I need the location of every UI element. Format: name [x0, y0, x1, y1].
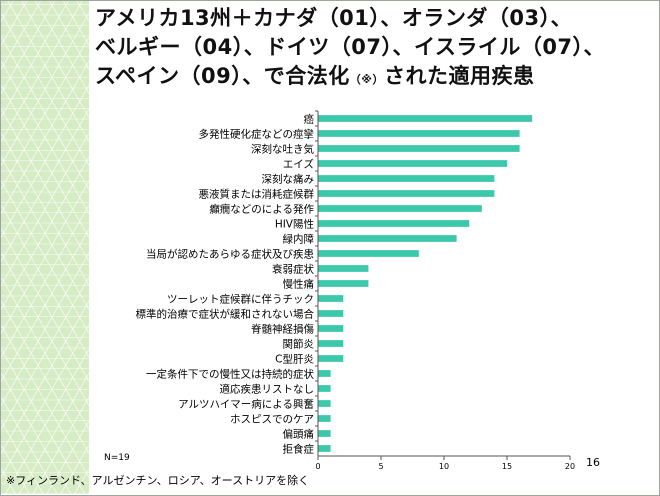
category-label-0: 癌 [304, 113, 315, 126]
bar-7 [318, 220, 470, 227]
category-label-1: 多発性硬化症などの痙攣 [199, 128, 315, 141]
category-label-13: 標準的治療で症状が緩和されない場合 [136, 308, 315, 321]
bar-16 [318, 355, 344, 362]
bar-11 [318, 280, 369, 287]
bar-17 [318, 370, 331, 377]
bar-2 [318, 145, 520, 152]
category-label-6: 癲癇などのによる発作 [209, 203, 314, 216]
x-tick-label-3: 15 [502, 462, 512, 471]
category-label-12: ツーレット症候群に伴うチック [167, 293, 314, 306]
category-label-21: 偏頭痛 [283, 428, 315, 441]
bar-9 [318, 250, 419, 257]
x-tick-label-0: 0 [315, 462, 320, 471]
page-number: 16 [586, 456, 600, 469]
bar-3 [318, 160, 507, 167]
title-line-2: ベルギー（04）、ドイツ（07）、イスライル（07）、 [95, 35, 606, 59]
bar-21 [318, 430, 331, 437]
slide-title: アメリカ13州＋カナダ（01）、オランダ（03）、 ベルギー（04）、ドイツ（0… [95, 4, 655, 94]
category-label-18: 適応疾患リストなし [220, 383, 315, 396]
bar-12 [318, 295, 344, 302]
category-label-16: C型肝炎 [275, 353, 314, 366]
category-label-10: 衰弱症状 [272, 263, 314, 276]
bar-10 [318, 265, 369, 272]
bar-13 [318, 310, 344, 317]
bar-19 [318, 400, 331, 407]
category-label-19: アルツハイマー病による興奮 [178, 398, 314, 411]
x-tick-label-4: 20 [565, 462, 575, 471]
title-line-3: スペイン（09）、で合法化（※）された適用疾患 [95, 62, 655, 94]
category-label-7: HIV陽性 [275, 218, 314, 231]
category-label-14: 脊髄神経損傷 [251, 323, 314, 336]
bar-22 [318, 445, 331, 452]
category-label-4: 深刻な痛み [262, 173, 315, 186]
category-label-5: 悪液質または消耗症候群 [199, 188, 315, 201]
category-label-11: 慢性痛 [283, 278, 315, 291]
footnote: ※フィンランド、アルゼンチン、ロシア、オーストリアを除く [6, 474, 310, 487]
category-label-2: 深刻な吐き気 [251, 143, 314, 156]
bar-15 [318, 340, 344, 347]
bar-20 [318, 415, 331, 422]
x-tick-label-1: 5 [378, 462, 383, 471]
category-label-15: 関節炎 [283, 338, 315, 351]
title-line-3-end: された適用疾患 [383, 64, 535, 88]
category-label-20: ホスピスでのケア [230, 414, 314, 426]
category-label-22: 拒食症 [283, 443, 315, 456]
category-label-17: 一定条件下での慢性又は持続的症状 [146, 368, 314, 381]
category-label-9: 当局が認めたあらゆる症状及び疾患 [146, 248, 314, 261]
bar-1 [318, 130, 520, 137]
x-tick-label-2: 10 [439, 462, 449, 471]
bar-0 [318, 115, 533, 122]
sample-size-label: N=19 [104, 453, 130, 463]
title-line-1: アメリカ13州＋カナダ（01）、オランダ（03）、 [95, 6, 573, 30]
decorative-pattern-strip [1, 1, 89, 494]
bar-18 [318, 385, 331, 392]
bar-6 [318, 205, 482, 212]
title-note-mark: （※） [349, 73, 384, 86]
title-line-3-main: スペイン（09）、で合法化 [95, 64, 350, 88]
bar-4 [318, 175, 495, 182]
bar-14 [318, 325, 344, 332]
bar-5 [318, 190, 495, 197]
bar-8 [318, 235, 457, 242]
content-panel [89, 1, 659, 494]
category-label-3: エイズ [283, 158, 314, 171]
category-label-8: 緑内障 [283, 233, 315, 246]
